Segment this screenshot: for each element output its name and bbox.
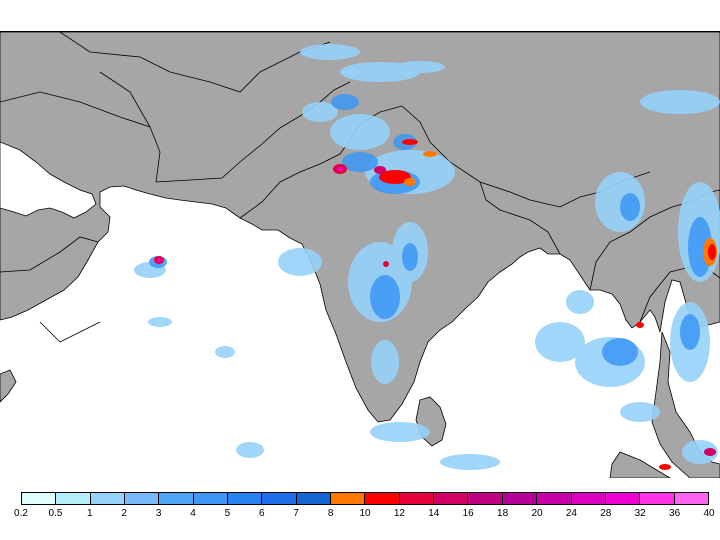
sumatra — [609, 451, 671, 478]
legend-swatch — [399, 493, 435, 504]
legend-swatch — [365, 493, 400, 504]
legend-tick-label: 0.5 — [48, 508, 63, 519]
legend-tick-label: 32 — [634, 508, 646, 519]
legend-tick-label: 40 — [703, 508, 715, 519]
legend-swatch — [159, 493, 194, 504]
legend-swatch — [640, 493, 675, 504]
land-mass — [0, 32, 720, 423]
legend-swatch — [262, 493, 297, 504]
legend-tick-label: 24 — [565, 508, 577, 519]
legend-tick-label: 20 — [531, 508, 543, 519]
legend-tick-label: 18 — [497, 508, 509, 519]
legend-tick-label: 6 — [259, 508, 265, 519]
legend-tick-label: 4 — [190, 508, 196, 519]
horn-of-africa — [0, 369, 17, 403]
legend-swatch — [331, 493, 366, 504]
legend-tick-label: 5 — [224, 508, 231, 519]
legend-swatch — [125, 493, 160, 504]
legend-swatch — [502, 493, 538, 504]
legend-tick-label: 36 — [669, 508, 681, 519]
legend-swatch — [22, 493, 57, 504]
precip-scale-ticks: 0.2 0.5 1 2 3 4 5 6 7 8 10 12 14 16 18 20 24 28 32 36 40 — [0, 508, 720, 524]
legend-tick-label: 2 — [121, 508, 127, 519]
legend-swatch — [571, 493, 606, 504]
legend-swatch — [90, 493, 126, 504]
legend-swatch — [605, 493, 641, 504]
legend-swatch — [434, 493, 469, 504]
legend-swatch — [537, 493, 572, 504]
precip-color-scale — [21, 492, 709, 505]
gulf-water — [0, 141, 97, 219]
precip-heavy — [154, 139, 717, 470]
legend-tick-label: 16 — [462, 508, 474, 519]
legend-swatch — [674, 493, 708, 504]
legend-tick-label: 7 — [293, 508, 299, 519]
legend-tick-label: 12 — [393, 508, 405, 519]
legend-swatch — [468, 493, 503, 504]
legend-tick-label: 0.2 — [14, 508, 28, 519]
legend-swatch — [193, 493, 229, 504]
legend-tick-label: 28 — [600, 508, 612, 519]
legend-tick-label: 14 — [428, 508, 440, 519]
legend-tick-label: 3 — [155, 508, 162, 519]
legend-tick-label: 10 — [359, 508, 371, 519]
legend-tick-label: 8 — [327, 508, 334, 519]
map-canvas — [0, 32, 720, 478]
legend-swatch — [296, 493, 332, 504]
precipitation-map — [0, 31, 720, 478]
legend-tick-label: 1 — [87, 508, 93, 519]
legend-swatch — [56, 493, 91, 504]
legend-swatch — [228, 493, 263, 504]
